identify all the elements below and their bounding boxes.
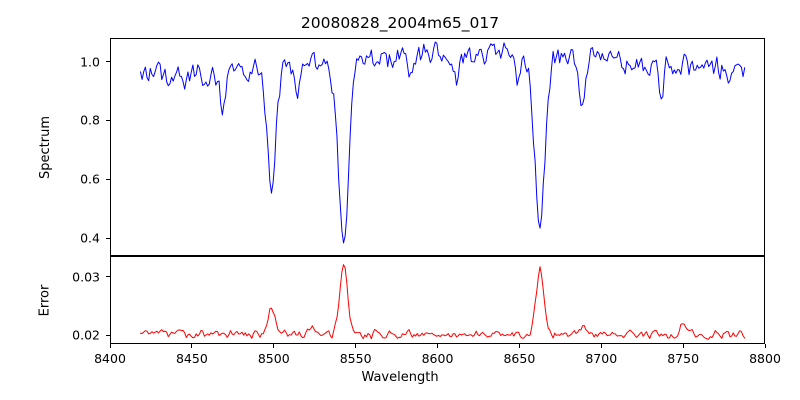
spectrum-y-tick-label: 1.0 [80, 54, 100, 70]
x-tick-label: 8550 [339, 351, 372, 366]
x-tick-mark [273, 344, 275, 348]
error-y-tick-label: 0.02 [72, 327, 100, 343]
spectrum-y-tick-label: 0.8 [80, 112, 100, 128]
spectrum-line-plot [139, 41, 746, 244]
x-tick-label: 8450 [175, 351, 208, 366]
x-tick-mark [518, 344, 520, 348]
spectrum-y-tick-mark [106, 61, 110, 63]
spectrum-y-tick-label: 0.6 [80, 171, 100, 187]
spectrum-y-tick-mark [106, 237, 110, 239]
error-y-tick-label: 0.03 [72, 269, 100, 285]
error-data-line [139, 264, 746, 340]
x-tick-mark [764, 344, 766, 348]
x-tick-label: 8650 [503, 351, 536, 366]
x-tick-label: 8600 [421, 351, 454, 366]
x-tick-mark [109, 344, 111, 348]
spectrum-y-tick-mark [106, 119, 110, 122]
error-line-plot [139, 264, 746, 340]
x-tick-label: 8700 [585, 351, 618, 366]
x-tick-mark [600, 344, 602, 348]
error-y-tick-mark [106, 334, 110, 336]
x-tick-mark [437, 344, 439, 348]
x-axis-label: Wavelength [361, 370, 439, 385]
error-axis-label: Error [37, 284, 53, 316]
spectrum-data-line [139, 41, 746, 244]
x-tick-label: 8500 [257, 351, 290, 366]
spectrum-axis-label: Spectrum [37, 115, 53, 179]
x-tick-label: 8800 [749, 351, 781, 366]
x-tick-mark [355, 344, 357, 348]
x-tick-label: 8400 [94, 351, 126, 366]
spectrum-y-tick-label: 0.4 [80, 230, 100, 246]
spectrum-y-tick-mark [106, 178, 110, 180]
spectrum-panel [110, 38, 765, 256]
error-panel [110, 256, 765, 344]
x-tick-mark [682, 344, 684, 348]
error-y-tick-mark [106, 276, 110, 278]
figure-title: 20080828_2004m65_017 [300, 14, 500, 32]
x-tick-mark [191, 344, 193, 348]
x-tick-label: 8750 [667, 351, 700, 366]
